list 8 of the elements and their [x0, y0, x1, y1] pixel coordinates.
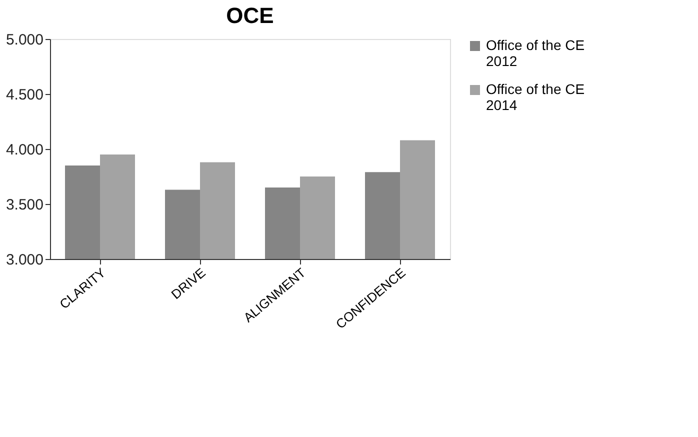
legend-label: Office of the CE 2014: [486, 81, 585, 113]
y-tick-label: 4.000: [6, 142, 44, 158]
y-tick-label: 5.000: [6, 32, 44, 48]
y-tick-label: 4.500: [6, 86, 44, 104]
y-tick-label: 3.500: [6, 196, 44, 214]
legend-label: Office of the CE 2012: [486, 37, 585, 69]
y-tick-label: 3.000: [6, 252, 44, 268]
chart-title: OCE: [226, 3, 274, 28]
